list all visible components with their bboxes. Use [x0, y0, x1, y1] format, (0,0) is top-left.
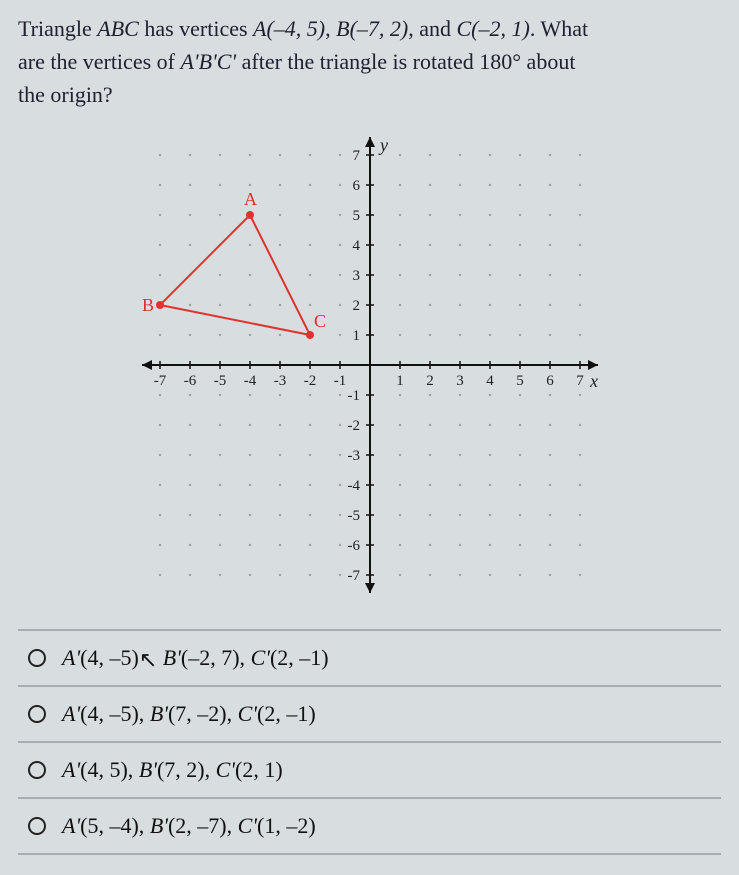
svg-text:2: 2	[352, 298, 360, 314]
svg-text:3: 3	[456, 373, 464, 389]
answer-option-3[interactable]: A'(4, 5), B'(7, 2), C'(2, 1)	[18, 741, 721, 797]
svg-text:C: C	[314, 311, 326, 331]
svg-text:-4: -4	[347, 478, 360, 494]
svg-text:3: 3	[352, 268, 360, 284]
svg-text:1: 1	[352, 328, 360, 344]
svg-text:-3: -3	[347, 448, 360, 464]
svg-text:5: 5	[352, 208, 360, 224]
svg-text:-1: -1	[333, 373, 346, 389]
answer-option-2[interactable]: A'(4, –5), B'(7, –2), C'(2, –1)	[18, 685, 721, 741]
svg-text:A: A	[244, 189, 257, 209]
radio-icon	[28, 705, 46, 723]
svg-text:4: 4	[352, 238, 360, 254]
svg-text:7: 7	[352, 148, 360, 164]
svg-text:y: y	[378, 135, 388, 155]
svg-text:4: 4	[486, 373, 494, 389]
answer-text: A'(4, –5), B'(7, –2), C'(2, –1)	[62, 701, 316, 727]
svg-text:-7: -7	[153, 373, 166, 389]
answer-text: A'(4, –5)↖ B'(–2, 7), C'(2, –1)	[62, 645, 329, 671]
svg-text:-2: -2	[303, 373, 316, 389]
svg-text:6: 6	[546, 373, 554, 389]
svg-text:5: 5	[516, 373, 524, 389]
svg-text:6: 6	[352, 178, 360, 194]
radio-icon	[28, 649, 46, 667]
svg-text:-7: -7	[347, 568, 360, 584]
coordinate-graph: -7 -6 -5 -4 -3 -2 -1 1 2 3 4 5 6 7 -7 -6 -5 -4 -3 -2 -1 1 2 3 4 5…	[110, 125, 630, 605]
question-text: Triangle ABC has vertices A(–4, 5), B(–7…	[18, 12, 721, 111]
svg-text:-6: -6	[183, 373, 196, 389]
svg-text:-5: -5	[213, 373, 226, 389]
radio-icon	[28, 761, 46, 779]
answer-list: A'(4, –5)↖ B'(–2, 7), C'(2, –1) A'(4, –5…	[18, 629, 721, 855]
answer-text: A'(5, –4), B'(2, –7), C'(1, –2)	[62, 813, 316, 839]
svg-text:7: 7	[576, 373, 584, 389]
svg-text:2: 2	[426, 373, 434, 389]
svg-text:-2: -2	[347, 418, 360, 434]
answer-option-4[interactable]: A'(5, –4), B'(2, –7), C'(1, –2)	[18, 797, 721, 855]
svg-text:-3: -3	[273, 373, 286, 389]
svg-text:-6: -6	[347, 538, 360, 554]
radio-icon	[28, 817, 46, 835]
svg-text:1: 1	[396, 373, 404, 389]
svg-text:x: x	[589, 371, 598, 391]
svg-text:-5: -5	[347, 508, 360, 524]
svg-text:-4: -4	[243, 373, 256, 389]
svg-text:B: B	[142, 295, 154, 315]
answer-text: A'(4, 5), B'(7, 2), C'(2, 1)	[62, 757, 283, 783]
svg-text:-1: -1	[347, 388, 360, 404]
answer-option-1[interactable]: A'(4, –5)↖ B'(–2, 7), C'(2, –1)	[18, 629, 721, 685]
